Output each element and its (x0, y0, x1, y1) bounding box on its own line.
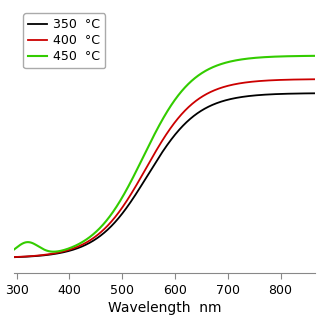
400  °C (12, 255, 16, 259)
400  °C (219, 86, 222, 90)
400  °C (247, 80, 250, 84)
450  °C (51, 250, 55, 254)
350  °C (43, 253, 47, 257)
450  °C (313, 54, 317, 58)
450  °C (145, 148, 149, 152)
350  °C (145, 175, 148, 179)
450  °C (43, 248, 47, 252)
450  °C (12, 248, 16, 251)
350  °C (12, 255, 16, 259)
350  °C (219, 100, 222, 104)
X-axis label: Wavelength  nm: Wavelength nm (108, 301, 221, 315)
Line: 400  °C: 400 °C (14, 79, 315, 257)
450  °C (247, 56, 251, 60)
400  °C (313, 77, 317, 81)
Legend: 350  °C, 400  °C, 450  °C: 350 °C, 400 °C, 450 °C (23, 13, 105, 68)
Line: 450  °C: 450 °C (14, 56, 315, 252)
350  °C (252, 93, 256, 97)
400  °C (134, 185, 137, 189)
400  °C (252, 80, 256, 84)
350  °C (247, 94, 250, 98)
Line: 350  °C: 350 °C (14, 93, 315, 257)
350  °C (313, 91, 317, 95)
350  °C (134, 193, 137, 197)
450  °C (219, 62, 223, 66)
400  °C (145, 166, 148, 169)
450  °C (252, 56, 256, 60)
400  °C (43, 253, 47, 257)
450  °C (134, 170, 138, 174)
